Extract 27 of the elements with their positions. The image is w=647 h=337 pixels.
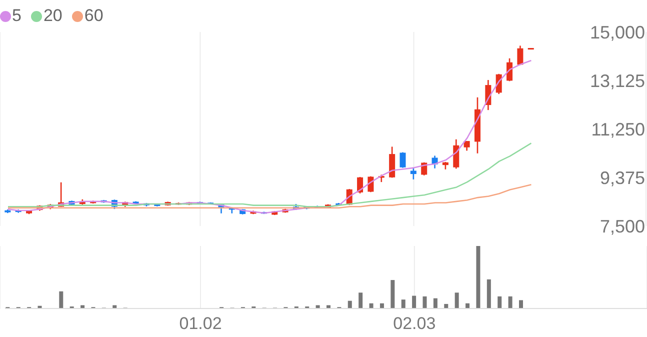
bar (422, 296, 427, 309)
y-tick-label: 13,125 (590, 70, 645, 91)
bar (476, 246, 480, 309)
bar (454, 292, 459, 309)
legend-label: 20 (43, 6, 62, 25)
candlestick (410, 166, 416, 180)
line-series (7, 184, 532, 209)
x-tick-label: 02.03 (393, 314, 436, 334)
bar (412, 296, 416, 309)
bar (390, 280, 395, 309)
line-series (7, 142, 532, 208)
bar (486, 279, 491, 309)
bar (358, 292, 363, 309)
bar (59, 291, 64, 309)
candlestick (453, 138, 460, 170)
legend-label: 60 (84, 6, 104, 25)
y-tick-label: 7,500 (600, 216, 645, 236)
candlestick (389, 146, 396, 178)
y-tick-label: 15,000 (590, 22, 645, 42)
candlestick (400, 152, 406, 168)
y-tick-label: 9,375 (600, 168, 645, 188)
y-tick-label: 11,250 (591, 119, 645, 140)
legend-label: 5 (12, 6, 22, 25)
x-tick-label: 01.02 (179, 314, 222, 334)
bar (498, 296, 502, 309)
bar (508, 296, 512, 309)
candlestick (464, 140, 470, 152)
